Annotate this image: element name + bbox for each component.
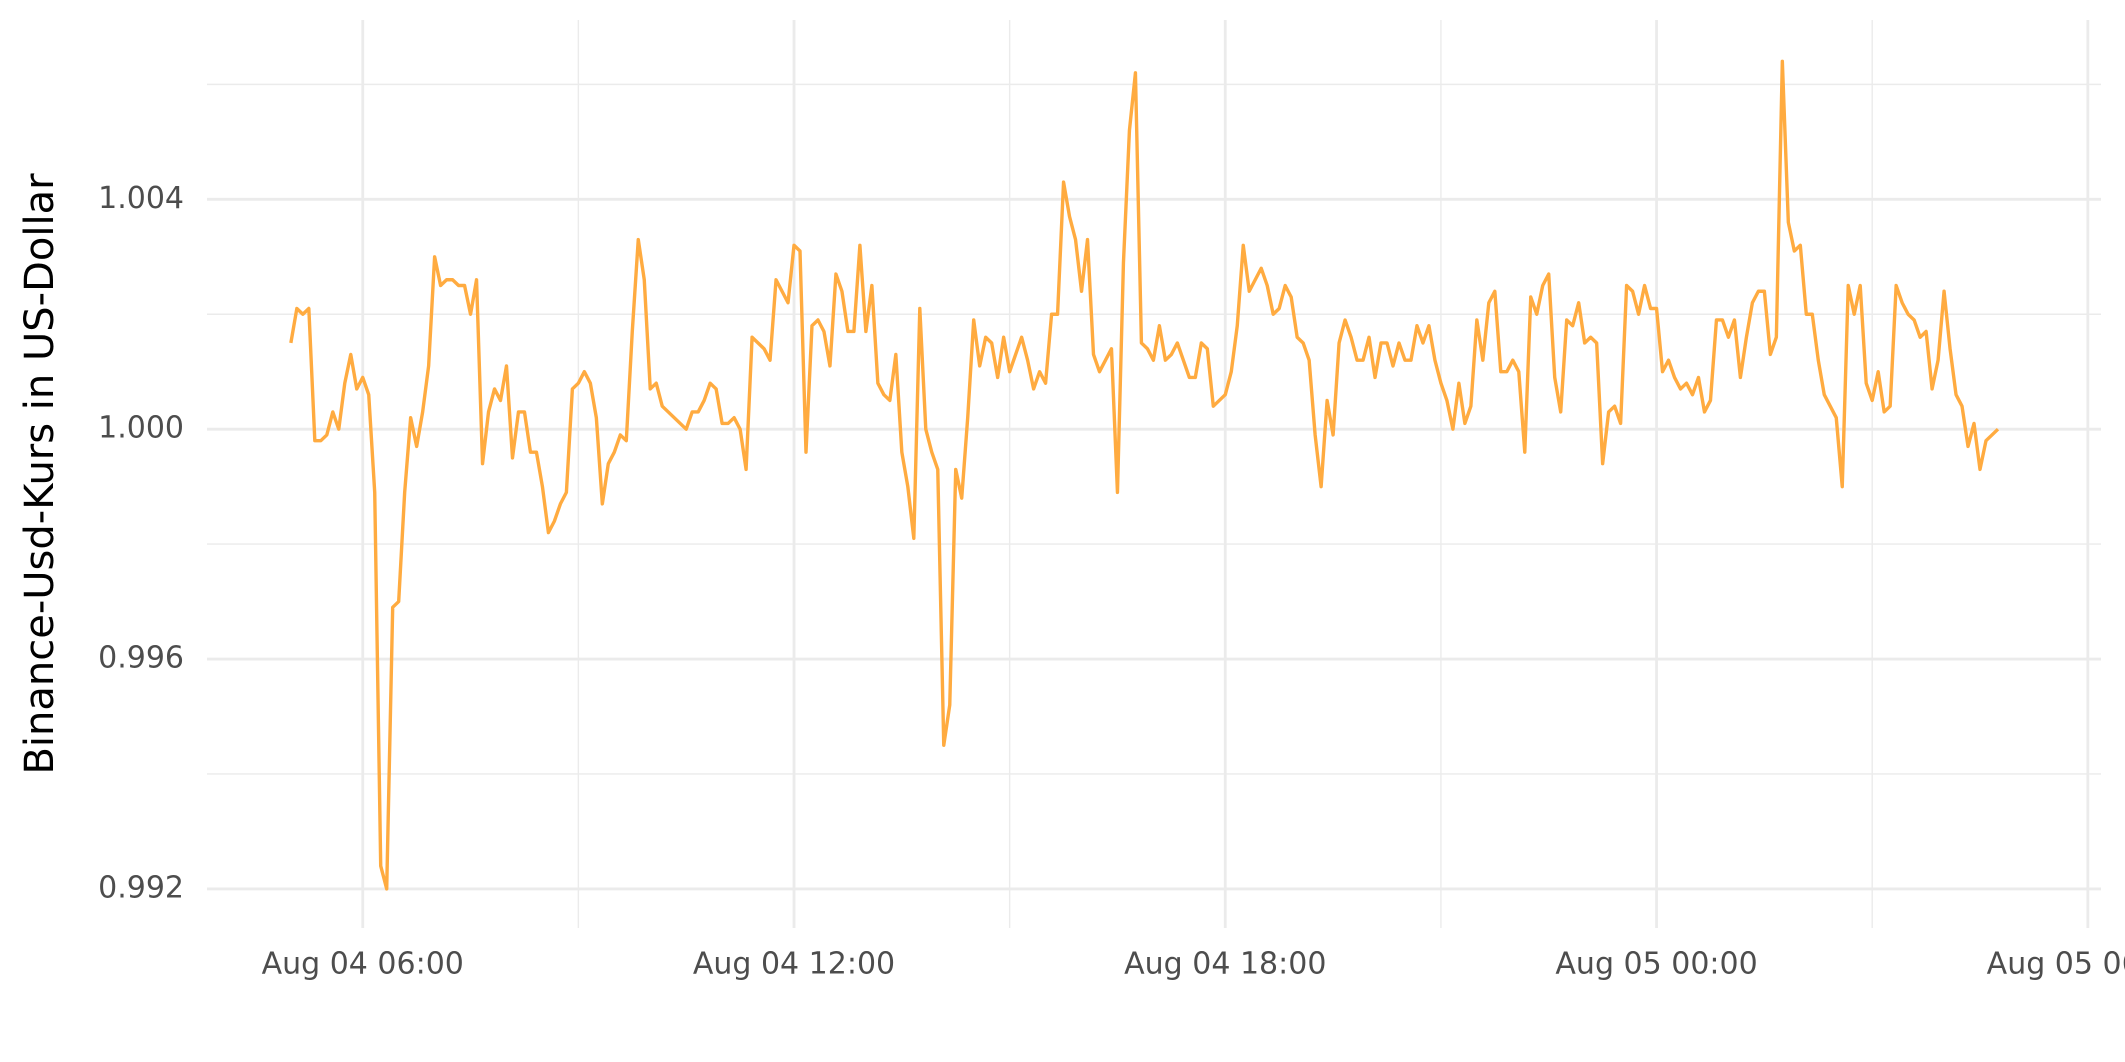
y-axis-label: Binance-Usd-Kurs in US-Dollar — [17, 173, 63, 775]
x-tick-label: Aug 05 00:00 — [1555, 947, 1757, 982]
x-tick-label: Aug 04 12:00 — [693, 947, 895, 982]
x-tick-label: Aug 04 06:00 — [262, 947, 464, 982]
y-tick-label: 0.992 — [98, 870, 184, 905]
y-tick-label: 1.000 — [98, 411, 184, 446]
y-tick-label: 0.996 — [98, 641, 184, 676]
y-tick-label: 1.004 — [98, 181, 184, 216]
data-line — [289, 59, 2000, 891]
x-tick-label: Aug 04 18:00 — [1124, 947, 1326, 982]
x-tick-label: Aug 05 06:00 — [1987, 947, 2125, 982]
